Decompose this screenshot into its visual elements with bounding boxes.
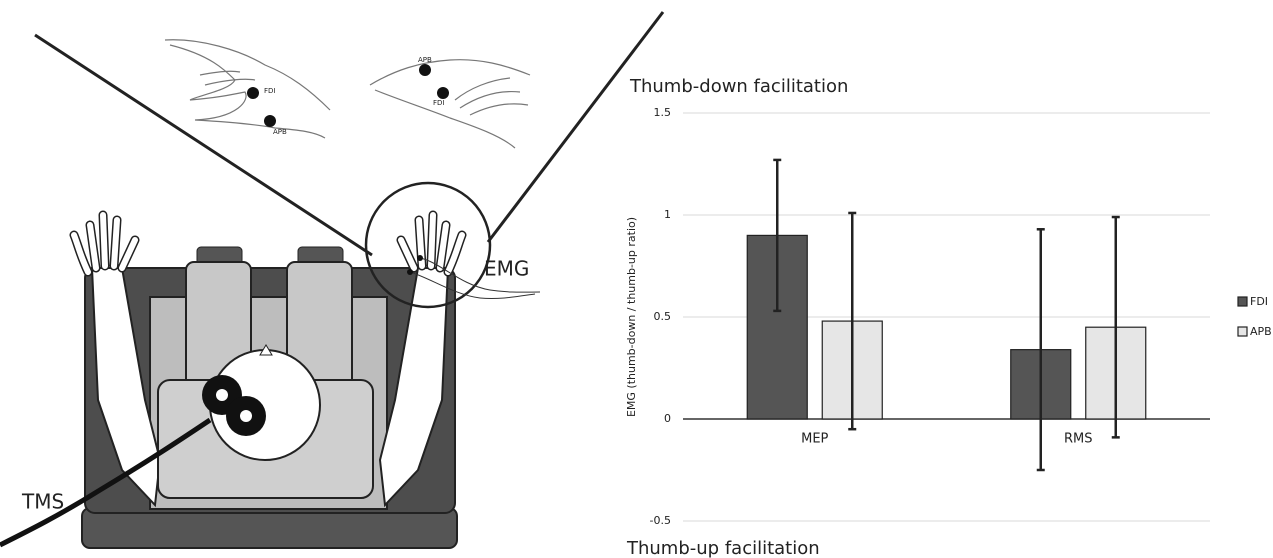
bottom-annotation: Thumb-up facilitation xyxy=(626,538,820,558)
x-tick-label: MEP xyxy=(801,432,828,447)
electrode xyxy=(264,115,276,127)
hand-sketch xyxy=(165,40,530,148)
tms-label: TMS xyxy=(21,490,64,514)
hand-label: APB xyxy=(273,128,287,136)
electrode xyxy=(247,87,259,99)
figure: FDI APB APB FDI EMG TMS T xyxy=(0,0,1273,558)
legend-label: APB xyxy=(1250,325,1272,338)
legend-swatch xyxy=(1238,327,1247,336)
y-tick-label: 0.5 xyxy=(654,310,672,323)
y-tick-label: 0 xyxy=(664,412,671,425)
y-tick-label: 1.5 xyxy=(654,106,672,119)
hand-label: FDI xyxy=(264,87,275,95)
chart: Thumb-down facilitation Thumb-up facilit… xyxy=(625,76,1272,558)
hand-label: FDI xyxy=(433,99,444,107)
emg-label: EMG xyxy=(484,257,529,281)
hand xyxy=(401,215,462,272)
hand-label: APB xyxy=(418,56,432,64)
electrode xyxy=(437,87,449,99)
hand xyxy=(74,215,135,272)
tms-coil-center xyxy=(240,410,252,422)
y-axis-label: EMG (thumb-down / thumb-up ratio) xyxy=(625,217,638,417)
legend-swatch xyxy=(1238,297,1247,306)
y-tick-label: -0.5 xyxy=(650,514,671,527)
zoom-line xyxy=(35,35,372,255)
chart-title: Thumb-down facilitation xyxy=(629,76,848,97)
zoom-line xyxy=(488,12,663,242)
tms-coil-center xyxy=(216,389,228,401)
illustration: FDI APB APB FDI EMG TMS xyxy=(0,12,663,548)
legend-label: FDI xyxy=(1250,295,1268,308)
x-tick-label: RMS xyxy=(1064,432,1093,447)
electrode xyxy=(407,269,413,275)
electrode xyxy=(419,64,431,76)
electrode xyxy=(417,255,423,261)
y-tick-label: 1 xyxy=(664,208,671,221)
